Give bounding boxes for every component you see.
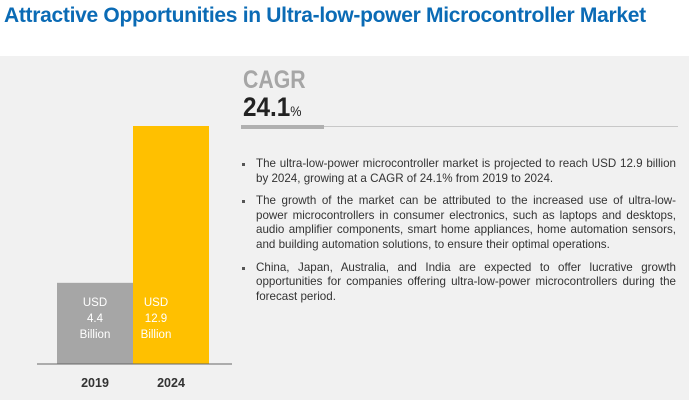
cagr-unit: %	[290, 103, 302, 119]
data-label: 4.4	[87, 313, 104, 325]
data-label: USD	[144, 297, 168, 309]
bar-2019	[57, 282, 133, 364]
bullet-item: China, Japan, Australia, and India are e…	[240, 261, 676, 305]
divider	[241, 126, 678, 127]
cagr-label: CAGR	[243, 66, 306, 94]
bullet-item: The growth of the market can be attribut…	[240, 194, 676, 252]
data-label: USD	[83, 297, 107, 309]
page-title: Attractive Opportunities in Ultra-low-po…	[4, 4, 646, 27]
data-label: 12.9	[145, 313, 167, 325]
bar-2024	[133, 126, 209, 364]
cagr-number: 24.1	[243, 92, 291, 122]
bullet-item: The ultra-low-power microcontroller mark…	[240, 157, 676, 186]
data-label: Billion	[80, 329, 111, 341]
divider-accent	[241, 125, 324, 129]
cagr-value: 24.1%	[243, 92, 302, 123]
data-label: Billion	[141, 329, 172, 341]
bar-chart: USD 4.4 Billion 2019 USD 12.9 Billion 2024	[37, 126, 232, 390]
x-tick-label: 2024	[157, 376, 185, 390]
x-tick-label: 2019	[81, 376, 109, 390]
bullet-list: The ultra-low-power microcontroller mark…	[240, 157, 676, 312]
